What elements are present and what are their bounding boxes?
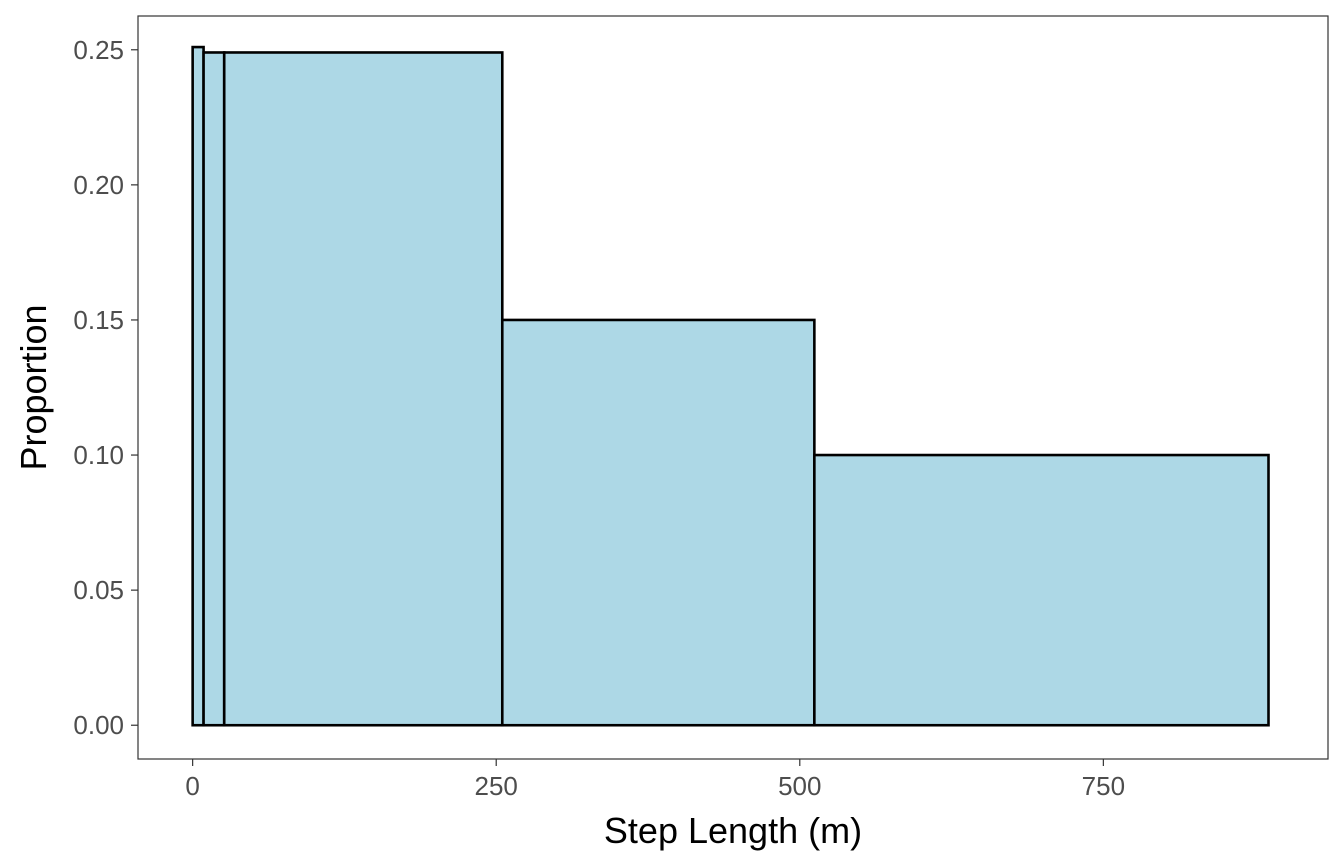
x-tick-label: 250 (475, 771, 518, 801)
histogram-bar-1 (191, 45, 205, 727)
panel-border (137, 15, 1329, 760)
y-tick-label: 0.20 (73, 170, 124, 200)
x-tick-label: 500 (778, 771, 821, 801)
histogram-bar-2 (202, 51, 226, 727)
x-tick-label: 0 (185, 771, 199, 801)
x-tick-label: 750 (1082, 771, 1125, 801)
histogram-bar-4 (500, 318, 816, 727)
x-axis: 0 250 500 750 (185, 759, 1125, 801)
y-tick-label: 0.25 (73, 35, 124, 65)
y-tick-label: 0.00 (73, 710, 124, 740)
y-tick-label: 0.10 (73, 440, 124, 470)
y-axis: 0.00 0.05 0.10 0.15 0.20 0.25 (73, 35, 138, 740)
y-tick-label: 0.15 (73, 305, 124, 335)
y-axis-title: Proportion (13, 304, 54, 470)
y-tick-label: 0.05 (73, 575, 124, 605)
histogram-bar-3 (222, 51, 504, 727)
bars-layer (191, 45, 1270, 727)
histogram-bar-5 (813, 453, 1270, 727)
x-axis-title: Step Length (m) (604, 810, 862, 851)
